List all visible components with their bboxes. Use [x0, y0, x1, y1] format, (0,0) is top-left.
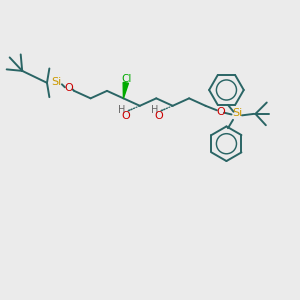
Text: O: O — [64, 83, 73, 93]
Text: O: O — [216, 107, 225, 117]
Text: H: H — [118, 105, 126, 115]
Text: Si: Si — [232, 108, 242, 118]
Text: O: O — [154, 111, 163, 121]
Text: Si: Si — [51, 76, 62, 87]
Text: O: O — [122, 111, 130, 121]
Text: H: H — [151, 105, 158, 115]
Polygon shape — [123, 82, 128, 98]
Text: Cl: Cl — [121, 74, 131, 84]
